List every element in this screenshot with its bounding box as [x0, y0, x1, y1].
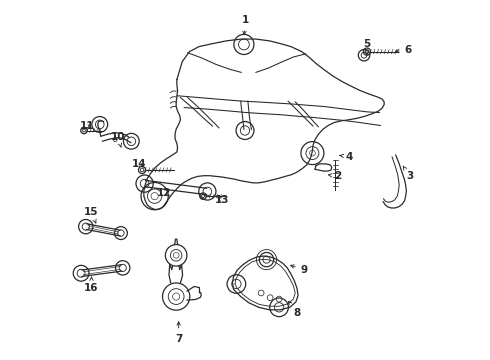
Text: 13: 13 [215, 195, 229, 205]
Text: 7: 7 [175, 322, 182, 343]
Text: 16: 16 [84, 277, 99, 293]
Text: 8: 8 [289, 301, 301, 318]
Text: 6: 6 [396, 45, 412, 55]
Text: 15: 15 [84, 207, 99, 223]
Text: 11: 11 [80, 121, 95, 131]
Text: 5: 5 [363, 39, 370, 54]
Text: 3: 3 [403, 166, 414, 181]
Text: 9: 9 [291, 265, 308, 275]
Text: 14: 14 [132, 159, 147, 169]
Text: 1: 1 [242, 15, 248, 35]
Text: 12: 12 [157, 188, 171, 198]
Text: 10: 10 [110, 132, 125, 147]
Text: 2: 2 [328, 171, 342, 181]
Text: 4: 4 [340, 152, 353, 162]
